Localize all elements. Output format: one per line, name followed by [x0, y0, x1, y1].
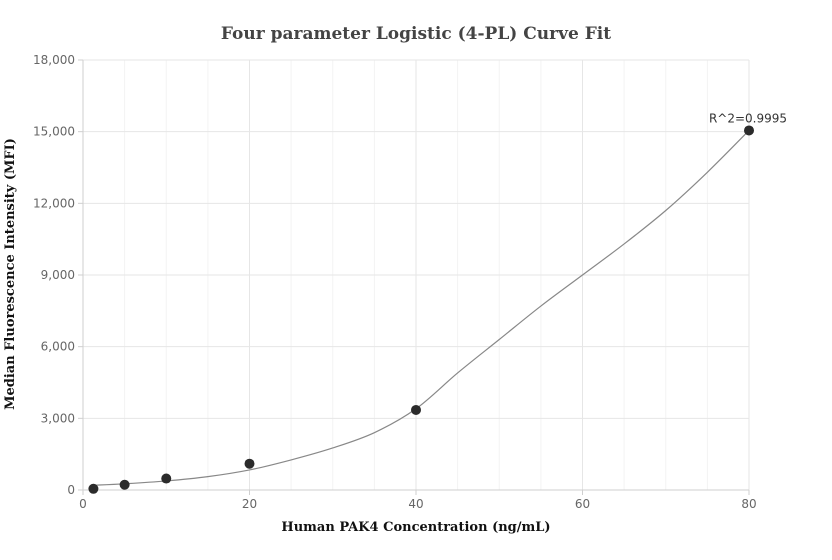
y-tick-label: 9,000: [41, 268, 75, 282]
data-points: [88, 125, 754, 494]
data-point: [244, 458, 255, 469]
x-tick-label: 0: [79, 497, 87, 511]
y-tick-label: 6,000: [41, 340, 75, 354]
y-tick-label: 12,000: [33, 196, 75, 210]
x-tick-label: 20: [242, 497, 257, 511]
y-tick-label: 18,000: [33, 53, 75, 67]
axes: [78, 59, 750, 495]
data-point: [119, 479, 130, 490]
chart-title: Four parameter Logistic (4-PL) Curve Fit: [221, 24, 611, 44]
r-squared-annotation: R^2=0.9995: [709, 111, 787, 125]
grid: [83, 59, 750, 490]
x-tick-label: 60: [575, 497, 590, 511]
x-tick-label: 40: [408, 497, 423, 511]
data-point: [88, 483, 99, 494]
x-tick-label: 80: [741, 497, 756, 511]
data-point: [161, 473, 172, 484]
y-tick-label: 15,000: [33, 125, 75, 139]
y-axis-label: Median Fluorescence Intensity (MFI): [3, 138, 18, 410]
y-tick-label: 3,000: [41, 411, 75, 425]
tick-labels: 0 3,000 6,000 9,000 12,000 15,000 18,000 0 20 40 6…: [33, 53, 757, 511]
data-point: [411, 404, 421, 415]
x-axis-label: Human PAK4 Concentration (ng/mL): [281, 520, 550, 535]
data-point: [744, 125, 754, 136]
fit-curve-line: [93, 130, 750, 486]
y-tick-label: 0: [67, 483, 75, 497]
